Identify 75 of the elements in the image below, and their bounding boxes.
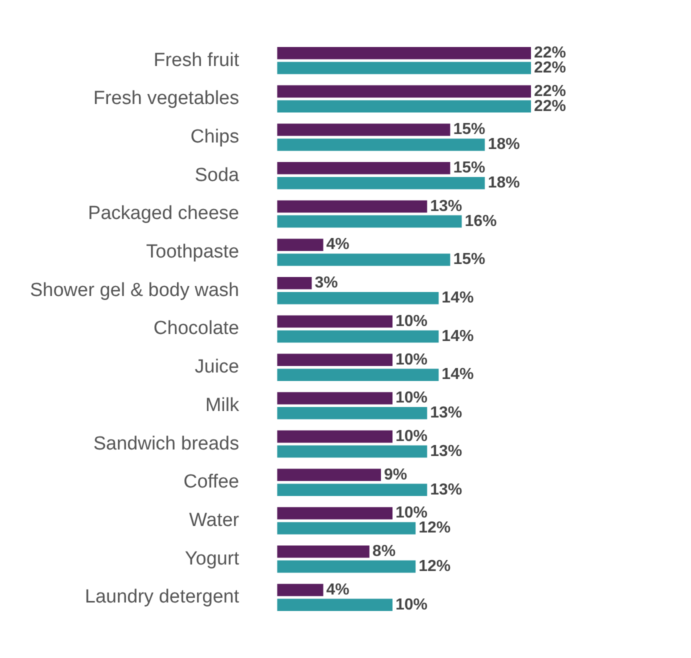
- bar: [277, 138, 485, 151]
- data-label: 13%: [430, 481, 462, 498]
- y-tick-label: Juice: [194, 356, 240, 378]
- data-label: 10%: [396, 312, 428, 330]
- y-tick-label: Fresh vegetables: [93, 88, 240, 110]
- data-label: 15%: [453, 251, 486, 268]
- bar: [277, 584, 324, 596]
- data-label: 22%: [534, 82, 566, 100]
- data-label: 14%: [442, 290, 474, 307]
- y-tick-label: Packaged cheese: [88, 203, 240, 224]
- data-label: 18%: [488, 174, 520, 192]
- bar: [277, 545, 370, 558]
- data-label: 10%: [396, 390, 428, 407]
- data-label: 22%: [534, 98, 566, 115]
- bar: [277, 368, 439, 381]
- bar: [277, 85, 531, 98]
- bar: [277, 277, 312, 290]
- data-label: 15%: [453, 121, 486, 138]
- bar: [277, 292, 439, 304]
- data-label: 14%: [442, 366, 474, 384]
- bar: [277, 254, 450, 266]
- bar: [277, 124, 450, 136]
- bar: [277, 315, 393, 328]
- bar: [277, 445, 428, 458]
- data-label: 12%: [418, 558, 451, 575]
- y-tick-label: Soda: [194, 164, 240, 186]
- data-label: 10%: [396, 596, 428, 614]
- bar: [277, 46, 531, 60]
- data-label: 9%: [384, 466, 408, 484]
- data-label: 13%: [430, 404, 462, 422]
- bar: [277, 200, 428, 213]
- data-label: 10%: [396, 351, 428, 368]
- y-tick-label: Water: [189, 510, 240, 531]
- bar: [277, 522, 416, 534]
- data-label: 13%: [430, 442, 462, 460]
- y-tick-label: Milk: [205, 394, 240, 416]
- y-tick-label: Coffee: [183, 472, 240, 493]
- data-label: 10%: [396, 504, 428, 522]
- data-label: 13%: [430, 198, 462, 215]
- bar: [277, 100, 531, 113]
- bar: [277, 354, 393, 366]
- data-label: 10%: [396, 428, 428, 445]
- y-tick-label: Chocolate: [154, 318, 240, 340]
- bar: [277, 215, 462, 228]
- bar: [277, 560, 416, 573]
- data-label: 4%: [326, 236, 350, 254]
- data-label: 18%: [488, 136, 520, 154]
- data-label: 16%: [464, 212, 497, 230]
- bar: [277, 507, 393, 520]
- data-label: 8%: [372, 543, 396, 560]
- data-label: 14%: [442, 328, 474, 345]
- data-label: 22%: [534, 59, 566, 76]
- y-tick-label: Yogurt: [184, 548, 240, 570]
- bar: [277, 468, 381, 482]
- data-label: 4%: [326, 581, 350, 598]
- y-tick-label: Laundry detergent: [84, 586, 240, 608]
- data-label: 22%: [534, 44, 566, 62]
- y-tick-label: Toothpaste: [146, 242, 240, 263]
- y-tick-label: Sandwich breads: [93, 433, 240, 454]
- bar: [277, 407, 428, 420]
- bar: [277, 392, 393, 404]
- bar: [277, 176, 485, 190]
- bar: [277, 238, 324, 251]
- y-tick-label: Chips: [190, 126, 240, 148]
- bar: [277, 484, 428, 496]
- data-label: 12%: [418, 520, 451, 537]
- bar: [277, 62, 531, 74]
- data-label: 3%: [314, 274, 338, 292]
- bar: [277, 598, 393, 612]
- bar: [277, 430, 393, 443]
- bar: [277, 162, 450, 174]
- y-tick-label: Shower gel & body wash: [30, 280, 240, 301]
- data-label: 15%: [453, 160, 486, 177]
- y-tick-label: Fresh fruit: [154, 50, 240, 71]
- bar: [277, 330, 439, 343]
